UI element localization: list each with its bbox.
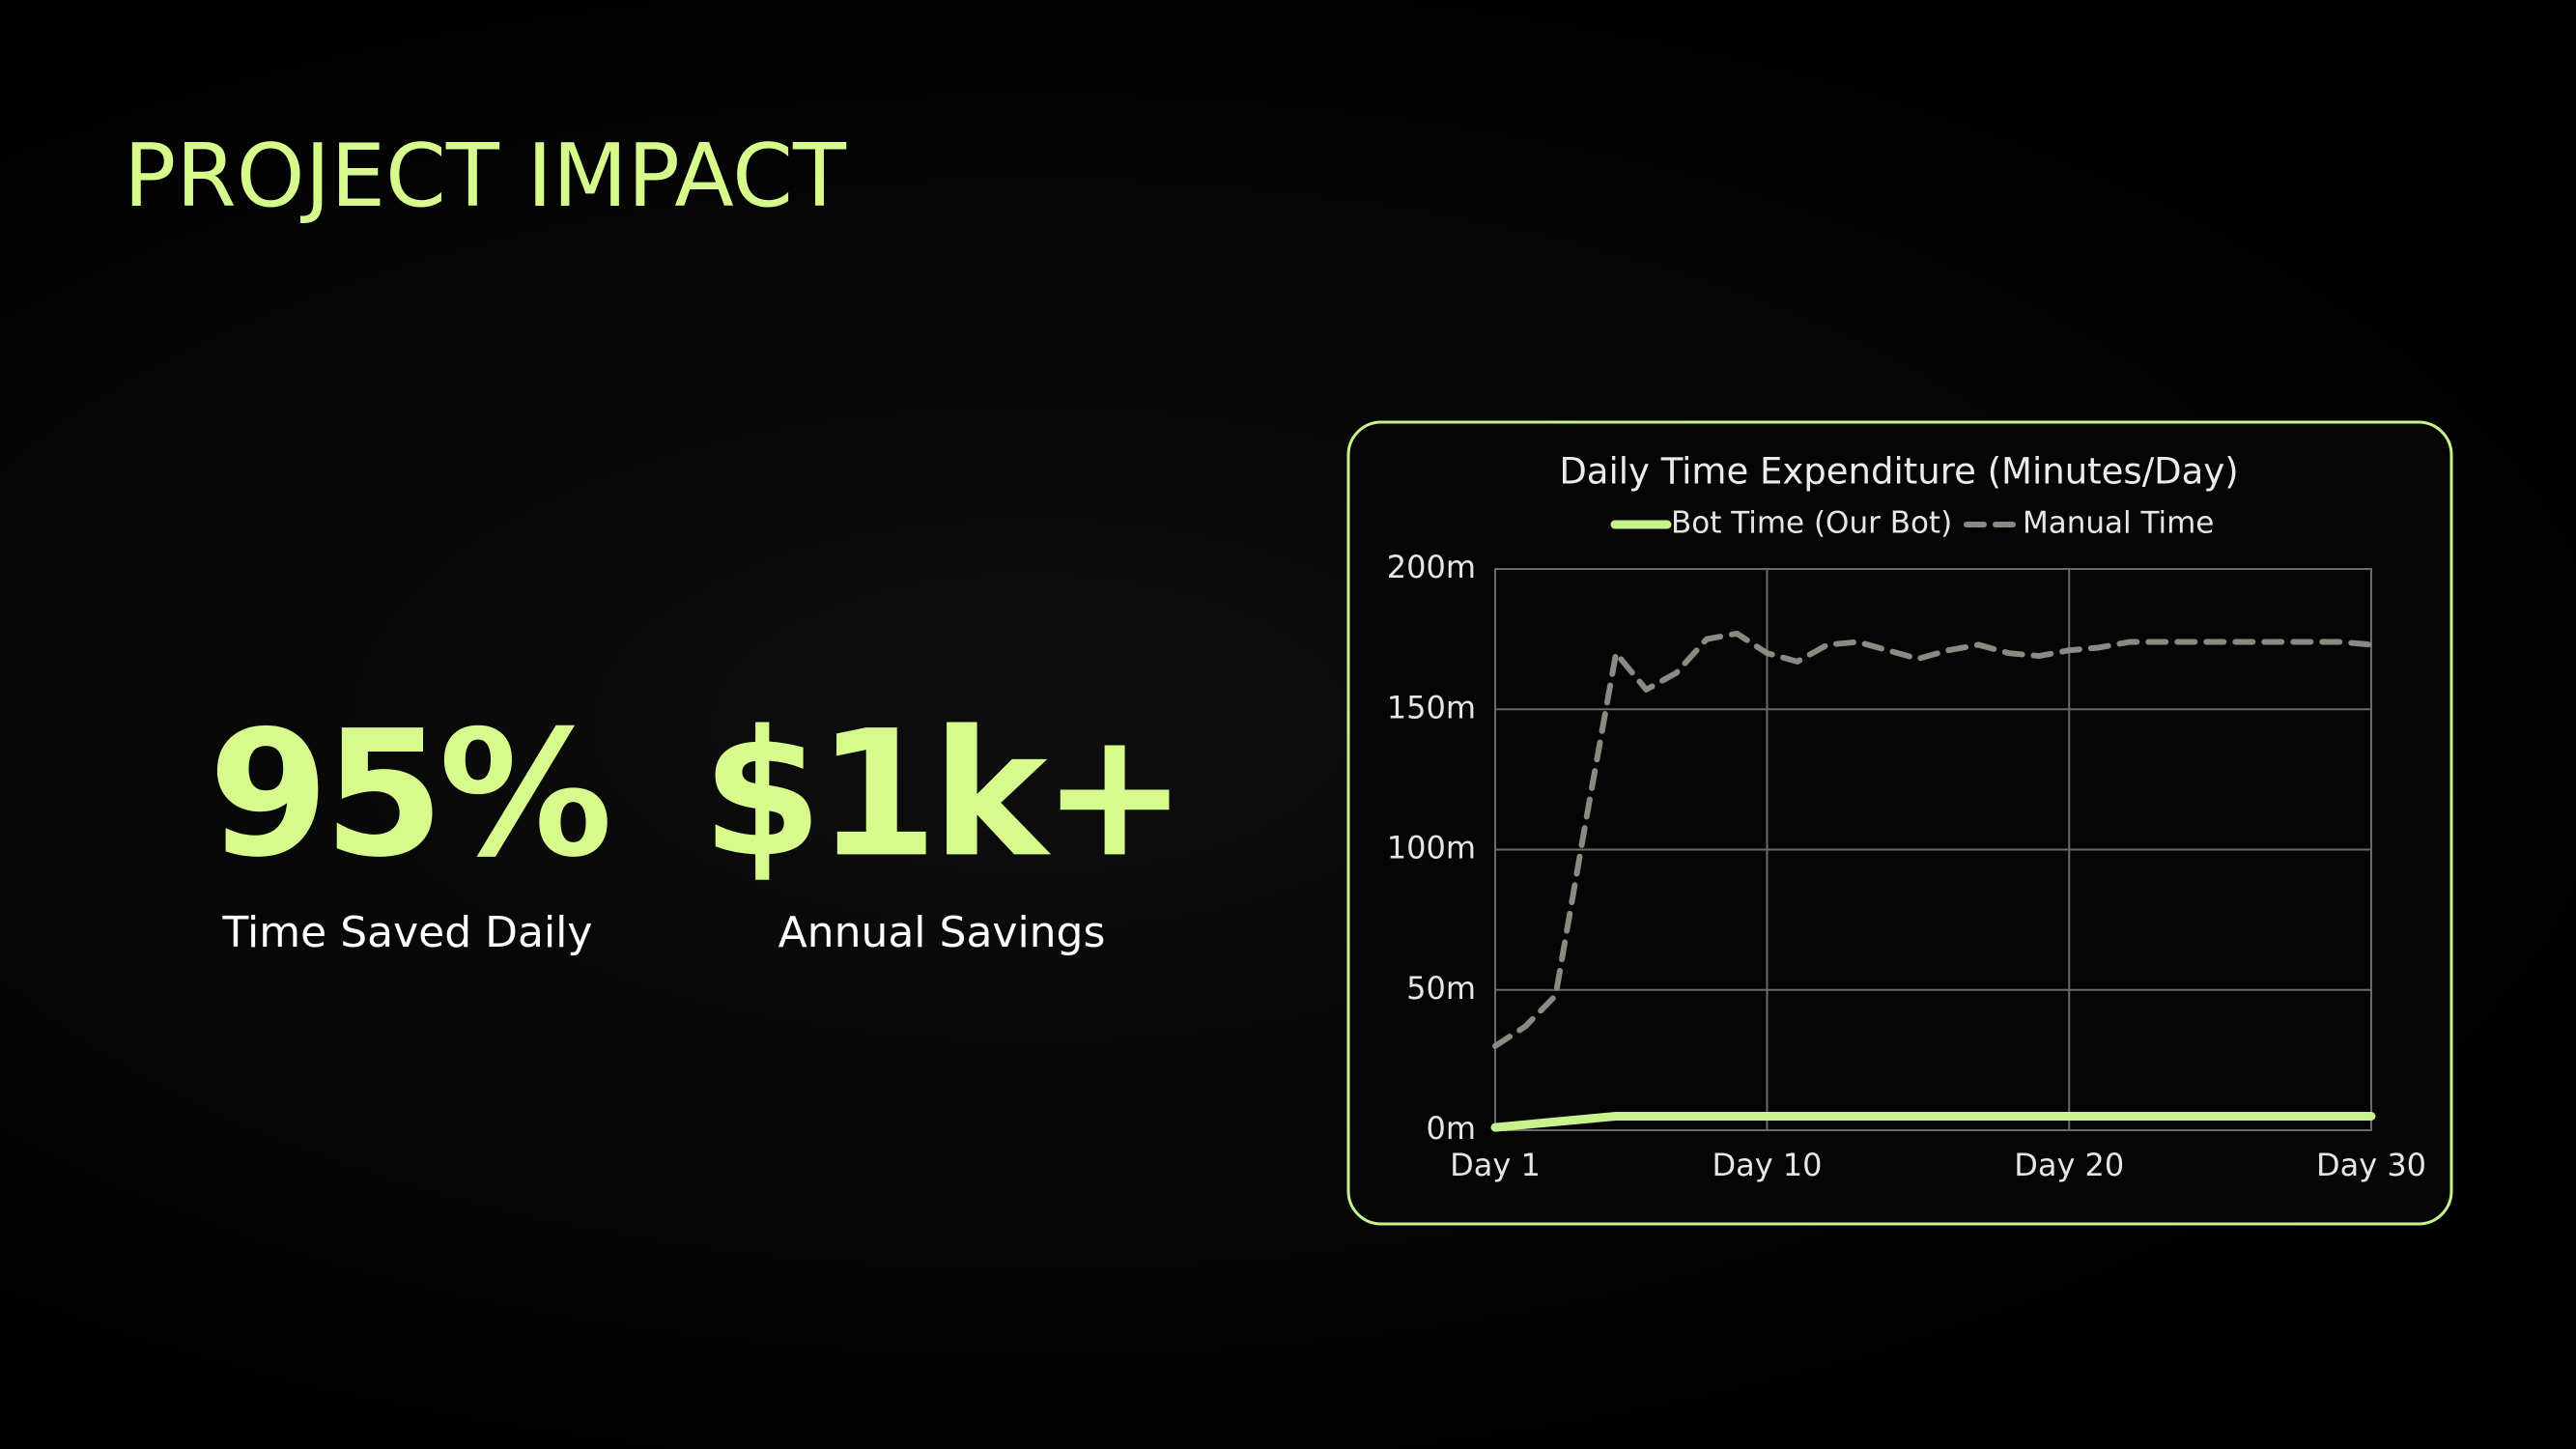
- y-tick-label: 200m: [1387, 549, 1476, 585]
- stat-value: 95%: [209, 694, 608, 895]
- legend-label: Manual Time: [2023, 506, 2214, 541]
- y-tick-label: 0m: [1426, 1110, 1476, 1147]
- chart-title: Daily Time Expenditure (Minutes/Day): [1559, 451, 2238, 493]
- stat-label: Time Saved Daily: [222, 908, 593, 957]
- x-tick-label: Day 1: [1450, 1147, 1541, 1183]
- stat-label: Annual Savings: [778, 908, 1106, 957]
- slide-title: PROJECT IMPACT: [124, 126, 847, 227]
- y-tick-label: 100m: [1387, 830, 1476, 867]
- y-tick-label: 150m: [1387, 689, 1476, 725]
- x-tick-label: Day 10: [1712, 1147, 1822, 1183]
- y-tick-label: 50m: [1406, 970, 1476, 1007]
- legend-label: Bot Time (Our Bot): [1671, 506, 1952, 541]
- chart-card: [1346, 420, 2453, 1226]
- data-line: [1490, 1111, 2376, 1132]
- stat-value: $1k+: [701, 694, 1181, 895]
- data-line: [1492, 630, 2374, 1049]
- x-tick-label: Day 20: [2014, 1147, 2124, 1183]
- chart: 0m 50m 100m 150m 200m Day 1 Day 10 Day 20 Day 30…: [1387, 506, 2426, 1184]
- x-tick-label: Day 30: [2316, 1147, 2426, 1183]
